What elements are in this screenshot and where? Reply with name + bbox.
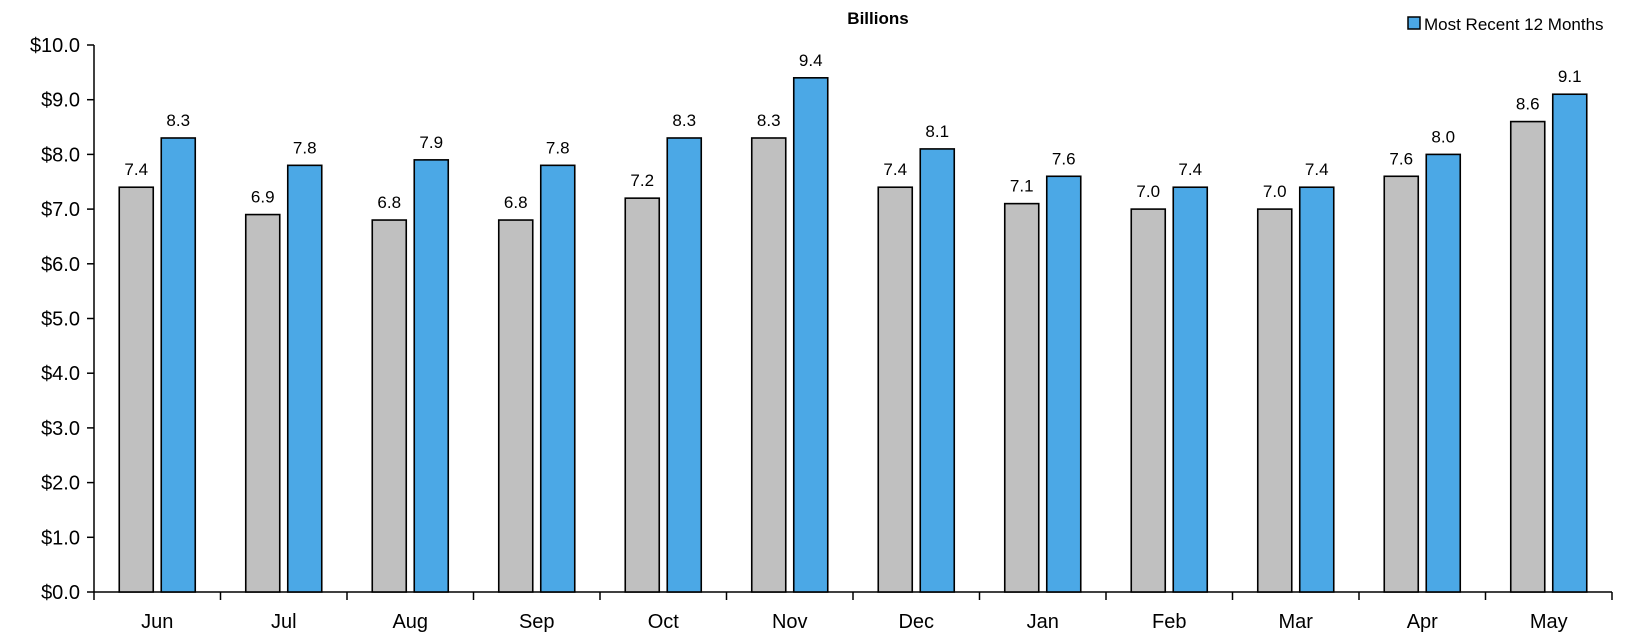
- data-labels: 7.4 6.9 6.8 6.8 7.2 8.3 7.4 7.1 7.0 7.0 7.6 8.6 8.3 7…: [124, 51, 1581, 212]
- x-tick-label: Aug: [392, 611, 428, 633]
- x-tick-label: Dec: [898, 611, 934, 633]
- bar-gray: [371, 219, 408, 593]
- x-tick-label: Sep: [519, 611, 555, 633]
- bar-blue: [666, 137, 703, 593]
- data-label: 7.2: [630, 171, 654, 190]
- data-label: 8.0: [1431, 127, 1455, 146]
- bar-gray: [1003, 202, 1040, 593]
- data-label: 6.9: [251, 188, 275, 207]
- bar-blue: [286, 164, 323, 593]
- data-label: 7.9: [419, 133, 443, 152]
- bar-blue: [1298, 186, 1335, 593]
- x-tick-label: Apr: [1407, 611, 1438, 633]
- y-tick-label: $0.0: [41, 582, 80, 604]
- data-label: 8.3: [757, 111, 781, 130]
- data-label: 8.3: [672, 111, 696, 130]
- y-tick-label: $5.0: [41, 309, 80, 331]
- bar-gray: [118, 186, 155, 593]
- x-tick-label: May: [1530, 611, 1568, 633]
- y-axis: $0.0 $1.0 $2.0 $3.0 $4.0 $5.0 $6.0 $7.0 $8.0 $9.0…: [30, 35, 95, 604]
- data-label: 7.4: [1305, 160, 1329, 179]
- bar-blue: [1425, 153, 1462, 593]
- data-label: 8.3: [166, 111, 190, 130]
- bar-gray: [1383, 175, 1420, 593]
- data-label: 6.8: [504, 193, 528, 212]
- x-axis: Jun Jul Aug Sep Oct Nov Dec Jan Feb Mar Apr May: [93, 591, 1613, 633]
- x-tick-label: Nov: [772, 611, 808, 633]
- y-tick-label: $4.0: [41, 363, 80, 385]
- y-tick-label: $7.0: [41, 199, 80, 221]
- data-label: 9.1: [1558, 67, 1582, 86]
- bar-gray: [1509, 120, 1546, 593]
- y-tick-label: $1.0: [41, 527, 80, 549]
- x-tick-label: Feb: [1152, 611, 1186, 633]
- bar-blue: [1045, 175, 1082, 593]
- x-tick-label: Jun: [141, 611, 173, 633]
- x-tick-label: Jan: [1027, 611, 1059, 633]
- x-tick-label: Mar: [1279, 611, 1314, 633]
- data-label: 7.6: [1052, 149, 1076, 168]
- bar-blue: [160, 137, 197, 593]
- chart-title: Billions: [847, 9, 908, 28]
- bar-blue: [1172, 186, 1209, 593]
- legend: Most Recent 12 Months: [1407, 15, 1604, 34]
- y-tick-label: $2.0: [41, 473, 80, 495]
- y-tick-label: $8.0: [41, 144, 80, 166]
- bar-blue: [919, 148, 956, 593]
- data-label: 7.4: [1178, 160, 1202, 179]
- data-label: 6.8: [377, 193, 401, 212]
- bar-blue: [539, 164, 576, 593]
- bar-gray: [497, 219, 534, 593]
- data-label: 7.4: [124, 160, 148, 179]
- bar-blue: [1551, 93, 1588, 593]
- bar-blue: [413, 159, 450, 593]
- data-label: 7.8: [293, 138, 317, 157]
- bars: [118, 77, 1588, 593]
- data-label: 7.4: [883, 160, 907, 179]
- data-label: 7.1: [1010, 177, 1034, 196]
- data-label: 7.0: [1136, 182, 1160, 201]
- y-tick-label: $10.0: [30, 35, 80, 57]
- y-tick-label: $9.0: [41, 90, 80, 112]
- legend-swatch: [1407, 16, 1421, 30]
- bar-gray: [1130, 208, 1167, 593]
- y-tick-label: $3.0: [41, 418, 80, 440]
- bar-gray: [877, 186, 914, 593]
- data-label: 9.4: [799, 51, 823, 70]
- bar-gray: [624, 197, 661, 593]
- legend-label: Most Recent 12 Months: [1424, 15, 1604, 34]
- data-label: 8.1: [925, 122, 949, 141]
- data-label: 7.0: [1263, 182, 1287, 201]
- bar-blue: [792, 77, 829, 593]
- bar-gray: [1256, 208, 1293, 593]
- bar-gray: [244, 213, 281, 593]
- bar-gray: [750, 137, 787, 593]
- x-tick-label: Jul: [271, 611, 297, 633]
- y-tick-label: $6.0: [41, 254, 80, 276]
- x-tick-label: Oct: [648, 611, 680, 633]
- data-label: 7.8: [546, 138, 570, 157]
- data-label: 8.6: [1516, 95, 1540, 114]
- data-label: 7.6: [1389, 149, 1413, 168]
